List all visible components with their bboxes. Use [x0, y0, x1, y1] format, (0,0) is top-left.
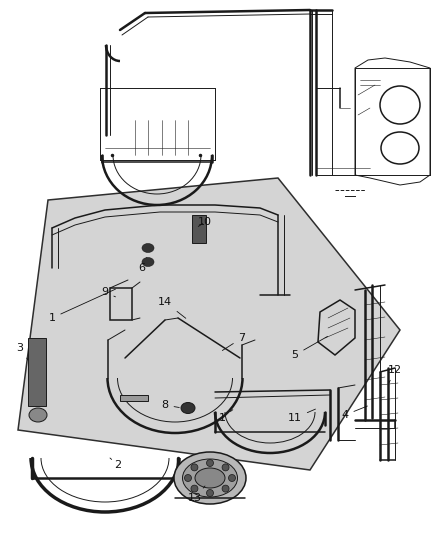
Polygon shape	[18, 178, 400, 470]
Circle shape	[206, 459, 213, 466]
Text: 6: 6	[138, 257, 147, 273]
Bar	[110, 288, 132, 320]
Ellipse shape	[29, 408, 47, 422]
Circle shape	[206, 489, 213, 497]
Text: 1: 1	[219, 410, 233, 423]
Text: 3: 3	[17, 343, 28, 360]
Bar	[120, 395, 148, 401]
Ellipse shape	[142, 244, 154, 253]
Text: 12: 12	[388, 365, 402, 383]
Circle shape	[229, 474, 236, 481]
Text: 5: 5	[292, 336, 328, 360]
Text: 4: 4	[342, 406, 367, 420]
Bar	[28, 338, 46, 406]
Text: 10: 10	[198, 217, 212, 227]
Bar	[192, 215, 206, 243]
Text: 2: 2	[110, 458, 122, 470]
Circle shape	[222, 464, 229, 471]
Ellipse shape	[142, 257, 154, 266]
Text: 11: 11	[288, 409, 315, 423]
Text: 1: 1	[49, 289, 116, 323]
Ellipse shape	[174, 452, 246, 504]
Text: 8: 8	[162, 400, 179, 410]
Text: 9: 9	[102, 287, 116, 297]
Ellipse shape	[183, 459, 237, 497]
Text: 13: 13	[188, 486, 205, 503]
Ellipse shape	[195, 468, 225, 488]
Circle shape	[191, 485, 198, 492]
Text: 14: 14	[158, 297, 186, 318]
Circle shape	[191, 464, 198, 471]
Circle shape	[184, 474, 191, 481]
Circle shape	[222, 485, 229, 492]
Ellipse shape	[181, 402, 195, 414]
Text: 7: 7	[223, 333, 246, 351]
